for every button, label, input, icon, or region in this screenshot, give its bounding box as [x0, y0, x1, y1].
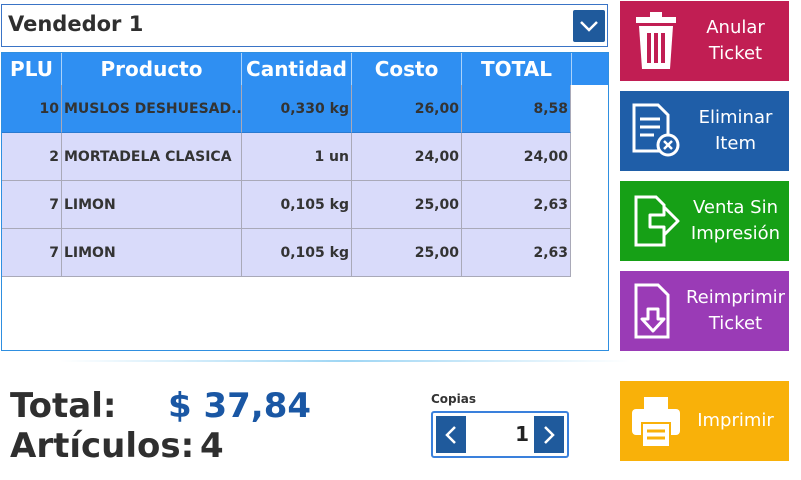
printer-icon: [632, 397, 680, 448]
chevron-left-icon: [445, 426, 456, 444]
anular-ticket-label: Anular Ticket: [706, 17, 765, 64]
cell-total: 24,00: [462, 133, 571, 181]
table-row[interactable]: 7 LIMON 0,105 kg 25,00 2,63: [2, 181, 571, 229]
copies-value[interactable]: 1: [515, 422, 529, 446]
header-total: TOTAL: [462, 53, 572, 85]
reimprimir-ticket-label: Reimprimir Ticket: [685, 287, 786, 334]
table-row[interactable]: 10 MUSLOS DESHUESAD... 0,330 kg 26,00 8,…: [2, 85, 571, 133]
imprimir-label: Imprimir: [697, 410, 774, 431]
reimprimir-ticket-button[interactable]: Reimprimir Ticket: [620, 271, 789, 351]
delete-document-icon: [632, 103, 680, 157]
cell-producto: MUSLOS DESHUESAD...: [62, 85, 242, 133]
imprimir-button[interactable]: Imprimir: [620, 381, 789, 461]
cell-total: 2,63: [462, 229, 571, 277]
seller-select[interactable]: Vendedor 1: [1, 4, 608, 47]
trash-icon: [636, 12, 676, 69]
cell-cantidad: 1 un: [242, 133, 352, 181]
cell-cantidad: 0,105 kg: [242, 229, 352, 277]
copies-label: Copias: [431, 392, 476, 406]
total-label: Total:: [10, 386, 117, 426]
total-value: $ 37,84: [168, 386, 312, 426]
eliminar-item-button[interactable]: Eliminar Item: [620, 91, 789, 171]
chevron-down-icon[interactable]: [573, 10, 605, 42]
copies-stepper: 1: [431, 411, 569, 458]
eliminar-item-label: Eliminar Item: [698, 107, 773, 154]
table-row[interactable]: 7 LIMON 0,105 kg 25,00 2,63: [2, 229, 571, 277]
cell-producto: LIMON: [62, 229, 242, 277]
cell-plu: 10: [2, 85, 62, 133]
chevron-right-icon: [544, 426, 555, 444]
cell-cantidad: 0,105 kg: [242, 181, 352, 229]
download-document-icon: [634, 283, 670, 339]
items-table: PLU Producto Cantidad Costo TOTAL 10 MUS…: [1, 52, 609, 351]
seller-name: Vendedor 1: [8, 12, 144, 36]
articles-value: 4: [200, 426, 224, 466]
anular-ticket-button[interactable]: Anular Ticket: [620, 1, 789, 81]
cell-costo: 24,00: [352, 133, 462, 181]
header-cantidad: Cantidad: [242, 53, 352, 85]
header-costo: Costo: [352, 53, 462, 85]
header-plu: PLU: [2, 53, 62, 85]
cell-plu: 7: [2, 229, 62, 277]
table-row[interactable]: 2 MORTADELA CLASICA 1 un 24,00 24,00: [2, 133, 571, 181]
articles-label: Artículos:: [10, 426, 195, 466]
cell-plu: 7: [2, 181, 62, 229]
venta-sin-impresion-label: Venta Sin Impresión: [690, 197, 781, 244]
cell-total: 8,58: [462, 85, 571, 133]
cell-costo: 25,00: [352, 229, 462, 277]
cell-cantidad: 0,330 kg: [242, 85, 352, 133]
header-producto: Producto: [62, 53, 242, 85]
table-header: PLU Producto Cantidad Costo TOTAL: [2, 53, 608, 85]
cell-costo: 26,00: [352, 85, 462, 133]
divider: [60, 360, 630, 362]
cell-producto: LIMON: [62, 181, 242, 229]
export-document-icon: [634, 195, 680, 247]
cell-producto: MORTADELA CLASICA: [62, 133, 242, 181]
cell-plu: 2: [2, 133, 62, 181]
cell-total: 2,63: [462, 181, 571, 229]
cell-costo: 25,00: [352, 181, 462, 229]
venta-sin-impresion-button[interactable]: Venta Sin Impresión: [620, 181, 789, 261]
increment-button[interactable]: [534, 416, 564, 453]
decrement-button[interactable]: [436, 416, 466, 453]
